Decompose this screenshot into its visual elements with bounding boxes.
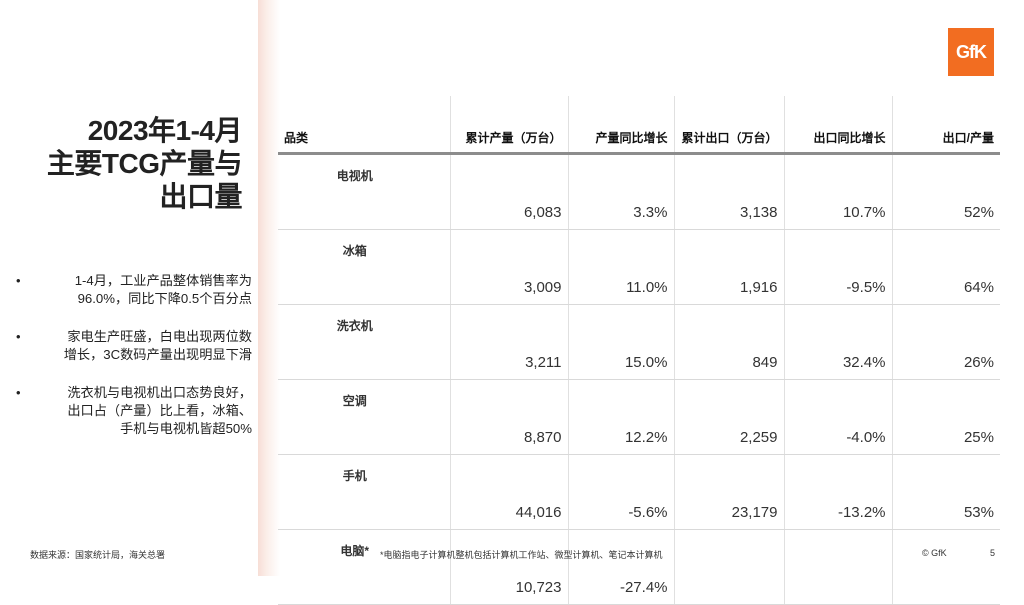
cell-export: 2,259 <box>673 379 784 455</box>
bullet-list: • 1-4月，工业产品整体销售率为 96.0%，同比下降0.5个百分点 • 家电… <box>16 272 252 458</box>
cell-output-growth: 15.0% <box>567 304 674 380</box>
slide-title: 2023年1-4月 主要TCG产量与 出口量 <box>2 114 243 213</box>
production-export-table: 品类 累计产量（万台） 产量同比增长 累计出口（万台） 出口同比增长 出口/产量… <box>278 96 1000 605</box>
cell-output: 8,870 <box>449 379 568 455</box>
header-output-growth: 产量同比增长 <box>567 96 674 155</box>
cell-category: 洗衣机 <box>278 304 450 380</box>
cell-output: 10,723 <box>449 529 568 605</box>
table-row: 电视机 6,083 3.3% 3,138 10.7% 52% <box>278 153 1000 230</box>
cell-output: 44,016 <box>449 454 568 530</box>
footer-source: 数据来源：国家统计局，海关总署 <box>30 550 166 560</box>
table-header-row: 品类 累计产量（万台） 产量同比增长 累计出口（万台） 出口同比增长 出口/产量 <box>278 96 1000 155</box>
cell-output-growth: 11.0% <box>567 229 674 305</box>
left-panel <box>0 0 258 576</box>
bullet-dot: • <box>16 385 21 400</box>
title-line-1: 2023年1-4月 <box>87 115 243 146</box>
cell-output-growth: -27.4% <box>567 529 674 605</box>
header-output: 累计产量（万台） <box>449 96 568 155</box>
table-row: 冰箱 3,009 11.0% 1,916 -9.5% 64% <box>278 229 1000 305</box>
table-row: 洗衣机 3,211 15.0% 849 32.4% 26% <box>278 304 1000 380</box>
cell-export-growth: -9.5% <box>783 229 892 305</box>
table-row: 电脑* 10,723 -27.4% <box>278 529 1000 605</box>
header-ratio: 出口/产量 <box>891 96 1000 155</box>
cell-category: 电视机 <box>278 153 450 230</box>
cell-export <box>673 529 784 605</box>
cell-export: 849 <box>673 304 784 380</box>
cell-export-growth <box>783 529 892 605</box>
cell-ratio <box>891 529 1000 605</box>
bullet-item: • 家电生产旺盛，白电出现两位数 增长，3C数码产量出现明显下滑 <box>16 328 252 364</box>
cell-ratio: 25% <box>891 379 1000 455</box>
footer-copyright: © GfK <box>922 548 947 558</box>
bullet-text-line: 1-4月，工业产品整体销售率为 <box>74 273 252 288</box>
cell-category: 空调 <box>278 379 450 455</box>
bullet-item: • 洗衣机与电视机出口态势良好， 出口占（产量）比上看，冰箱、 手机与电视机皆超… <box>16 384 252 438</box>
cell-export-growth: 10.7% <box>783 153 892 230</box>
page-number: 5 <box>990 548 996 558</box>
bullet-text-line: 增长，3C数码产量出现明显下滑 <box>63 347 252 362</box>
bullet-dot: • <box>16 329 21 344</box>
bullet-item: • 1-4月，工业产品整体销售率为 96.0%，同比下降0.5个百分点 <box>16 272 252 308</box>
header-category: 品类 <box>278 96 450 155</box>
cell-export-growth: -13.2% <box>783 454 892 530</box>
cell-ratio: 64% <box>891 229 1000 305</box>
cell-output-growth: 12.2% <box>567 379 674 455</box>
bullet-text-line: 洗衣机与电视机出口态势良好， <box>67 385 252 400</box>
cell-ratio: 53% <box>891 454 1000 530</box>
cell-export: 3,138 <box>673 153 784 230</box>
header-export: 累计出口（万台） <box>673 96 784 155</box>
bullet-text-line: 家电生产旺盛，白电出现两位数 <box>67 329 252 344</box>
cell-output: 3,009 <box>449 229 568 305</box>
table-row: 手机 44,016 -5.6% 23,179 -13.2% 53% <box>278 454 1000 530</box>
cell-category: 手机 <box>278 454 450 530</box>
cell-ratio: 26% <box>891 304 1000 380</box>
cell-export-growth: -4.0% <box>783 379 892 455</box>
bullet-dot: • <box>16 273 21 288</box>
cell-output: 3,211 <box>449 304 568 380</box>
bullet-text-line: 出口占（产量）比上看，冰箱、 <box>67 403 252 418</box>
title-line-2: 主要TCG产量与 <box>46 148 243 179</box>
cell-export: 1,916 <box>673 229 784 305</box>
cell-output-growth: -5.6% <box>567 454 674 530</box>
cell-ratio: 52% <box>891 153 1000 230</box>
cell-category: 冰箱 <box>278 229 450 305</box>
cell-export-growth: 32.4% <box>783 304 892 380</box>
table-row: 空调 8,870 12.2% 2,259 -4.0% 25% <box>278 379 1000 455</box>
gfk-logo: GfK <box>948 28 994 76</box>
footer-note: *电脑指电子计算机整机包括计算机工作站、微型计算机、笔记本计算机 <box>380 550 663 560</box>
header-export-growth: 出口同比增长 <box>783 96 892 155</box>
cell-export: 23,179 <box>673 454 784 530</box>
cell-output: 6,083 <box>449 153 568 230</box>
panel-divider <box>258 0 280 576</box>
bullet-text-line: 96.0%，同比下降0.5个百分点 <box>77 291 252 306</box>
cell-category: 电脑* <box>278 529 450 605</box>
bullet-text-line: 手机与电视机皆超50% <box>120 421 252 436</box>
cell-output-growth: 3.3% <box>567 153 674 230</box>
title-line-3: 出口量 <box>159 181 242 212</box>
